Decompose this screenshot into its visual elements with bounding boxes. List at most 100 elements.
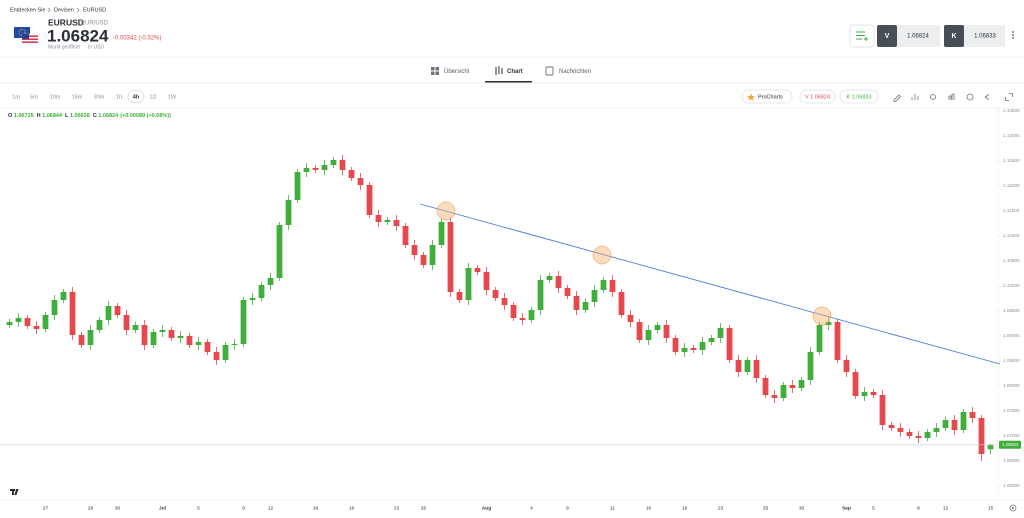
candle-body bbox=[69, 292, 76, 335]
tab[interactable]: Übersicht bbox=[444, 68, 470, 75]
x-tick-label: 27 bbox=[43, 505, 49, 511]
candle-body bbox=[600, 280, 607, 290]
candle-body bbox=[789, 385, 796, 388]
settings-icon[interactable] bbox=[930, 94, 936, 100]
interval[interactable]: 30m bbox=[94, 94, 105, 100]
buy-pill-label: K 1.06833 bbox=[846, 94, 871, 100]
ohlc-value: 1.06638 bbox=[70, 113, 90, 119]
candle-body bbox=[942, 420, 949, 428]
candle-body bbox=[618, 292, 625, 315]
candle-body bbox=[348, 170, 355, 178]
watchlist-button[interactable] bbox=[849, 24, 875, 48]
breadcrumb-item[interactable]: Devisen bbox=[54, 7, 74, 13]
candle-body bbox=[627, 315, 634, 322]
share-icon[interactable] bbox=[984, 94, 990, 100]
interval[interactable]: 5m bbox=[30, 94, 38, 100]
candle-body bbox=[24, 318, 31, 326]
candle-body bbox=[330, 160, 337, 165]
candle-body bbox=[240, 300, 247, 344]
candle-body bbox=[420, 255, 427, 265]
draw-icon[interactable] bbox=[893, 94, 902, 102]
ohlc-key: L bbox=[65, 113, 69, 119]
interval[interactable]: 1D bbox=[149, 94, 156, 100]
ohlc-key: C bbox=[93, 113, 97, 119]
candle-body bbox=[699, 342, 706, 350]
x-tick-label: 23 bbox=[718, 505, 724, 511]
price: 1.06824 bbox=[47, 26, 109, 45]
interval[interactable]: 10m bbox=[50, 94, 61, 100]
candle-body bbox=[798, 380, 805, 388]
interval[interactable]: 1W bbox=[168, 94, 177, 100]
buy-price: 1.06833 bbox=[974, 34, 996, 40]
x-tick-label: 12 bbox=[268, 505, 274, 511]
tab[interactable]: Nachrichten bbox=[559, 69, 591, 75]
candle-body bbox=[537, 280, 544, 310]
y-tick-label: 1.11000 bbox=[1003, 233, 1020, 238]
sell-price: 1.06824 bbox=[907, 34, 929, 40]
tab-icon bbox=[545, 66, 554, 76]
candle-body bbox=[168, 330, 175, 338]
interval[interactable]: 4h bbox=[133, 94, 140, 100]
x-tick-label: 30 bbox=[799, 505, 805, 511]
candle-body bbox=[690, 348, 697, 350]
candle-body bbox=[483, 272, 490, 290]
procharts-label: ProCharts bbox=[758, 94, 783, 100]
more-button[interactable] bbox=[1012, 31, 1014, 39]
tab-active[interactable]: Chart bbox=[507, 69, 523, 75]
candle-body bbox=[492, 290, 499, 298]
candle-body bbox=[105, 306, 112, 320]
ohlc-value: 1.06844 bbox=[42, 113, 63, 119]
candle-body bbox=[834, 322, 841, 360]
candle-body bbox=[276, 225, 283, 278]
touch-marker bbox=[812, 306, 832, 326]
sell-button[interactable]: V 1.06824 bbox=[877, 25, 940, 47]
tradingview-logo bbox=[10, 489, 19, 495]
candle-body bbox=[897, 428, 904, 432]
interval[interactable]: 1m bbox=[12, 94, 20, 100]
interval[interactable]: 15m bbox=[72, 94, 83, 100]
drawings bbox=[419, 201, 1001, 365]
breadcrumb-item[interactable]: Entdecken Sie bbox=[10, 7, 45, 13]
candle-body bbox=[177, 336, 184, 338]
y-tick-label: 1.07000 bbox=[1003, 433, 1020, 438]
candle-body bbox=[258, 285, 265, 298]
clock-icon[interactable] bbox=[966, 93, 974, 101]
y-tick-label: 1.10000 bbox=[1003, 283, 1020, 288]
candle-body bbox=[132, 325, 139, 330]
x-tick-label: 5 bbox=[197, 505, 200, 511]
sell-pill[interactable]: V 1.06824 bbox=[799, 89, 836, 104]
y-tick-label: 1.06500 bbox=[1003, 458, 1020, 463]
candle-body bbox=[825, 322, 832, 325]
x-tick-label: 8 bbox=[917, 505, 920, 511]
procharts-button[interactable]: ProCharts bbox=[741, 89, 793, 104]
candle-body bbox=[888, 425, 895, 428]
candle-body bbox=[753, 360, 760, 378]
candle-body bbox=[384, 220, 391, 222]
buy-button[interactable]: K 1.06833 bbox=[944, 25, 1005, 47]
ohlc-value: 1.06824 bbox=[98, 113, 119, 119]
last-price-box bbox=[999, 440, 1021, 449]
candle-body bbox=[321, 165, 328, 170]
candle-body bbox=[717, 328, 724, 338]
trend-line bbox=[419, 203, 1001, 365]
candle-body bbox=[744, 360, 751, 372]
candle-body bbox=[519, 318, 526, 320]
x-tick-label: 9 bbox=[242, 505, 245, 511]
last-price-label: 1.06824 bbox=[1002, 442, 1019, 447]
candle-body bbox=[393, 220, 400, 226]
buy-pill[interactable]: K 1.06833 bbox=[839, 89, 879, 104]
indicator-icon[interactable] bbox=[911, 94, 919, 100]
candle-body bbox=[933, 428, 940, 432]
candle-body bbox=[708, 338, 715, 342]
interval[interactable]: 1h bbox=[116, 94, 122, 100]
settings-icon[interactable] bbox=[1009, 504, 1017, 512]
x-tick-label: 12 bbox=[943, 505, 949, 511]
candle-body bbox=[249, 298, 256, 300]
compare-icon[interactable] bbox=[948, 93, 955, 100]
chevron bbox=[47, 7, 51, 13]
candle-body bbox=[186, 336, 193, 345]
fullscreen-icon[interactable] bbox=[1005, 93, 1013, 101]
candle-body bbox=[879, 395, 886, 425]
